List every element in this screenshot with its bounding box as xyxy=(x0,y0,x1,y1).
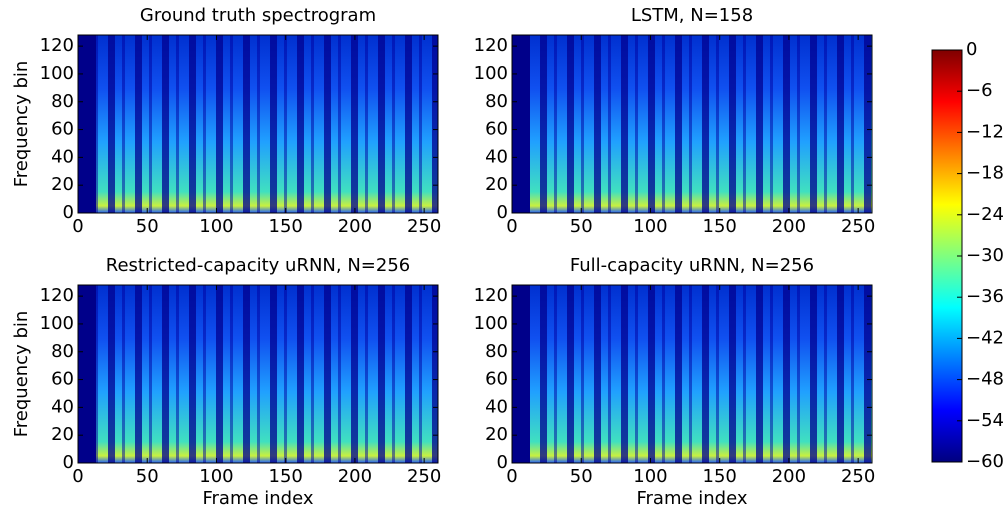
colorbar-tick-label: −18 xyxy=(966,163,1004,184)
y-tick-label: 0 xyxy=(63,452,74,473)
y-tick-label: 80 xyxy=(485,341,508,362)
y-tick-label: 100 xyxy=(474,63,508,84)
y-tick-label: 80 xyxy=(51,341,74,362)
colorbar-tick-label: −6 xyxy=(966,80,993,101)
x-tick-label: 250 xyxy=(407,466,441,487)
x-tick-label: 200 xyxy=(772,216,806,237)
colorbar-tick-label: −60 xyxy=(966,451,1004,472)
x-tick-label: 150 xyxy=(269,216,303,237)
y-axis-label: Frequency bin xyxy=(11,61,32,188)
y-tick-label: 0 xyxy=(497,452,508,473)
y-tick-label: 80 xyxy=(485,91,508,112)
panel-title: LSTM, N=158 xyxy=(631,5,753,26)
panel-title: Restricted-capacity uRNN, N=256 xyxy=(106,255,410,276)
spectrogram-edge xyxy=(78,285,96,463)
y-tick-label: 40 xyxy=(485,396,508,417)
y-tick-label: 40 xyxy=(485,146,508,167)
y-tick-label: 20 xyxy=(485,174,508,195)
y-tick-label: 0 xyxy=(63,202,74,223)
y-tick-label: 40 xyxy=(51,396,74,417)
x-tick-label: 0 xyxy=(506,466,517,487)
x-axis-label: Frame index xyxy=(202,488,313,509)
axes-frame xyxy=(511,284,873,464)
x-tick-label: 50 xyxy=(570,466,593,487)
x-tick-label: 100 xyxy=(199,466,233,487)
y-tick-label: 60 xyxy=(485,119,508,140)
y-tick-label: 40 xyxy=(51,146,74,167)
x-tick-label: 200 xyxy=(338,216,372,237)
axes-frame xyxy=(511,34,873,214)
x-tick-label: 150 xyxy=(703,466,737,487)
x-tick-label: 250 xyxy=(841,466,875,487)
y-tick-label: 80 xyxy=(51,91,74,112)
x-axis-label: Frame index xyxy=(636,488,747,509)
axes-frame xyxy=(77,284,439,464)
colorbar-tick-label: 0 xyxy=(966,39,977,60)
y-tick-label: 100 xyxy=(40,63,74,84)
x-tick-label: 100 xyxy=(633,466,667,487)
colorbar-tick-label: −48 xyxy=(966,369,1004,390)
y-tick-label: 60 xyxy=(485,369,508,390)
y-tick-label: 120 xyxy=(40,285,74,306)
x-tick-label: 200 xyxy=(338,466,372,487)
spectrogram-texture xyxy=(530,35,872,213)
colorbar-tick-label: −24 xyxy=(966,204,1004,225)
y-tick-label: 120 xyxy=(40,35,74,56)
y-tick-label: 60 xyxy=(51,119,74,140)
x-tick-label: 0 xyxy=(72,466,83,487)
spectrogram-edge xyxy=(512,285,530,463)
x-tick-label: 50 xyxy=(136,216,159,237)
panel-title: Full-capacity uRNN, N=256 xyxy=(570,255,814,276)
x-tick-label: 150 xyxy=(703,216,737,237)
y-tick-label: 20 xyxy=(51,174,74,195)
spectrogram-edge xyxy=(512,35,530,213)
y-tick-label: 0 xyxy=(497,202,508,223)
spectrogram-texture xyxy=(96,35,438,213)
axes-frame xyxy=(77,34,439,214)
y-tick-label: 60 xyxy=(51,369,74,390)
spectrogram-texture xyxy=(530,285,872,463)
x-tick-label: 250 xyxy=(841,216,875,237)
x-tick-label: 0 xyxy=(72,216,83,237)
colorbar-tick-label: −42 xyxy=(966,327,1004,348)
y-tick-label: 20 xyxy=(51,424,74,445)
y-tick-label: 100 xyxy=(40,313,74,334)
colorbar-tick-label: −30 xyxy=(966,245,1004,266)
y-tick-label: 120 xyxy=(474,35,508,56)
panel-title: Ground truth spectrogram xyxy=(140,5,376,26)
spectrogram-edge xyxy=(78,35,96,213)
x-tick-label: 0 xyxy=(506,216,517,237)
colorbar-tick-label: −36 xyxy=(966,286,1004,307)
x-tick-label: 200 xyxy=(772,466,806,487)
y-tick-label: 100 xyxy=(474,313,508,334)
x-tick-label: 250 xyxy=(407,216,441,237)
x-tick-label: 50 xyxy=(136,466,159,487)
x-tick-label: 100 xyxy=(633,216,667,237)
x-tick-label: 50 xyxy=(570,216,593,237)
colorbar-tick-label: −12 xyxy=(966,121,1004,142)
x-tick-label: 150 xyxy=(269,466,303,487)
x-tick-label: 100 xyxy=(199,216,233,237)
spectrogram-texture xyxy=(96,285,438,463)
y-tick-label: 120 xyxy=(474,285,508,306)
y-axis-label: Frequency bin xyxy=(11,311,32,438)
y-tick-label: 20 xyxy=(485,424,508,445)
colorbar-tick-label: −54 xyxy=(966,410,1004,431)
